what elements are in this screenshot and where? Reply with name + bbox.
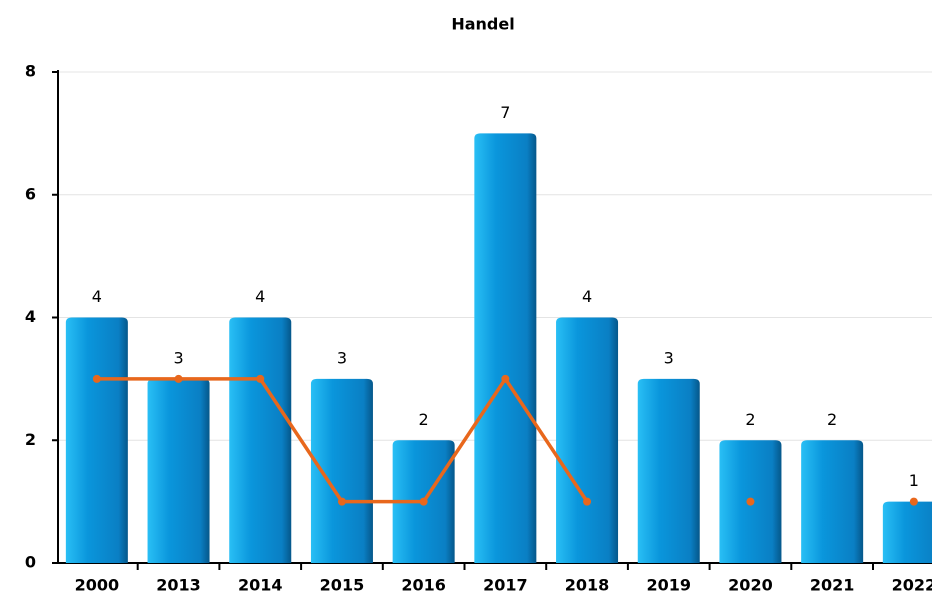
x-tick-label: 2014: [238, 576, 283, 595]
data-label: 3: [664, 348, 674, 367]
x-tick-label: 2015: [320, 576, 365, 595]
y-tick-label: 8: [25, 62, 36, 81]
x-tick-label: 2020: [728, 576, 773, 595]
data-label: 4: [255, 287, 265, 306]
line-point: [174, 374, 183, 383]
line-point: [337, 497, 346, 506]
data-label: 2: [419, 410, 429, 429]
line-point: [256, 374, 265, 383]
line-point: [909, 497, 918, 506]
bar: [65, 317, 128, 563]
bar: [474, 133, 537, 563]
x-tick-label: 2018: [565, 576, 610, 595]
x-tick-label: 2017: [483, 576, 528, 595]
data-label: 3: [337, 348, 347, 367]
x-tick-label: 2016: [401, 576, 446, 595]
x-tick-label: 2021: [810, 576, 855, 595]
bar: [147, 378, 210, 563]
x-tick-label: 2019: [646, 576, 691, 595]
bar: [882, 501, 932, 563]
bar: [556, 317, 619, 563]
line-point: [419, 497, 428, 506]
data-label: 7: [500, 103, 510, 122]
data-label: 2: [827, 410, 837, 429]
bar: [801, 440, 864, 563]
line-point: [92, 374, 101, 383]
data-label: 2: [745, 410, 755, 429]
chart-title: Handel: [451, 15, 514, 34]
x-tick-label: 2013: [156, 576, 201, 595]
line-point: [583, 497, 592, 506]
line-point: [501, 374, 510, 383]
line-point: [746, 497, 755, 506]
bar: [229, 317, 292, 563]
y-tick-label: 2: [25, 430, 36, 449]
data-label: 4: [92, 287, 102, 306]
data-label: 3: [173, 348, 183, 367]
bar: [637, 378, 700, 563]
x-tick-label: 2022: [892, 576, 932, 595]
y-tick-label: 6: [25, 184, 36, 203]
data-label: 1: [909, 471, 919, 490]
y-tick-label: 4: [25, 307, 36, 326]
y-tick-label: 0: [25, 553, 36, 572]
data-label: 4: [582, 287, 592, 306]
x-tick-label: 2000: [75, 576, 120, 595]
bar: [310, 378, 373, 563]
